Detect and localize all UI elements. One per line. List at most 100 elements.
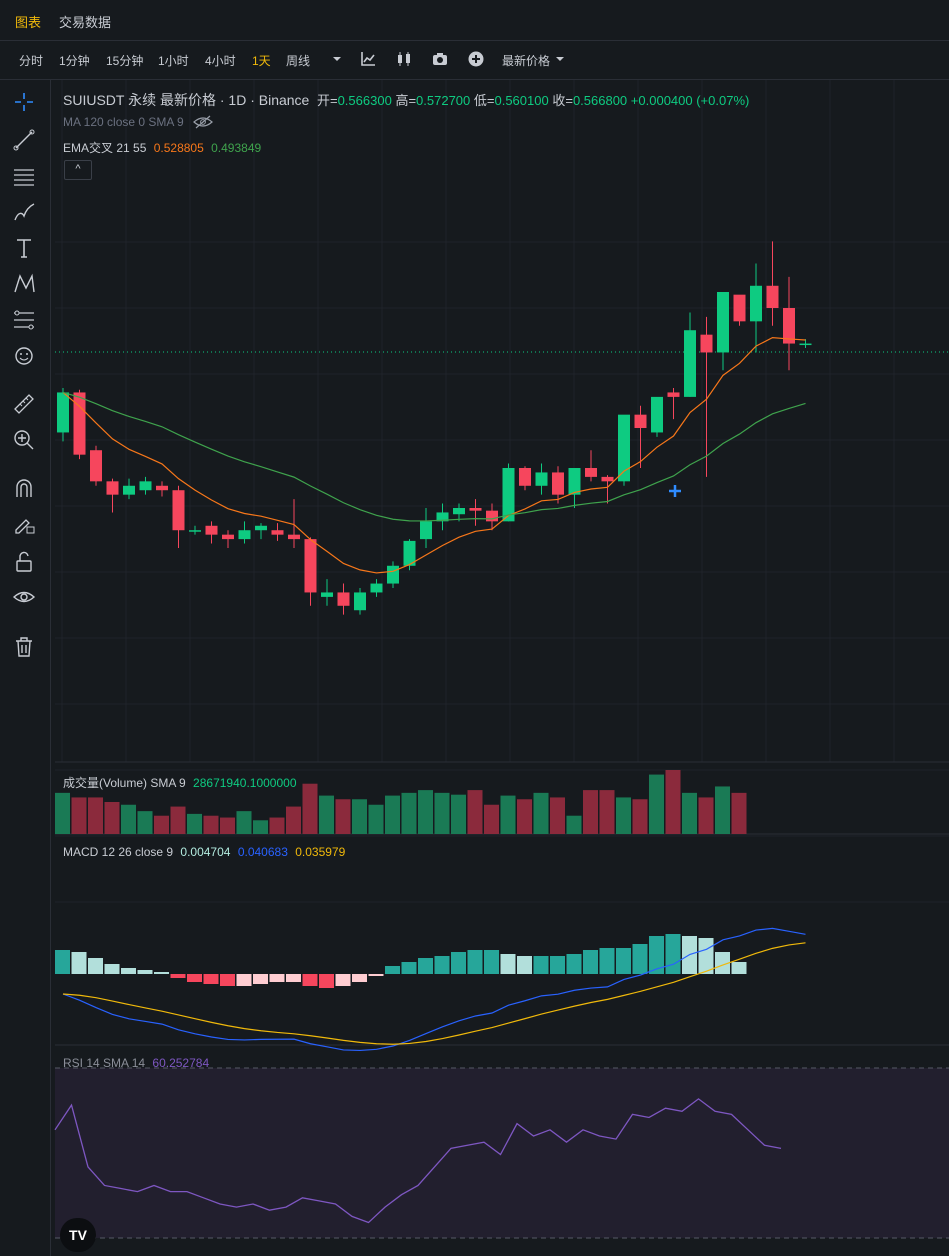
- rsi-legend-value: 60.252784: [152, 1056, 210, 1070]
- rsi-legend: RSI 14 SMA 14 60.252784: [63, 1056, 209, 1070]
- text-icon[interactable]: [12, 236, 36, 260]
- volume-bar: [632, 799, 648, 834]
- candle-body: [156, 485, 168, 491]
- macd-hist-bar: [698, 938, 714, 974]
- volume-bar: [253, 820, 268, 834]
- emoji-icon[interactable]: [12, 344, 36, 368]
- candle-body: [750, 285, 762, 322]
- candle-body: [387, 565, 399, 584]
- macd-hist-bar: [286, 974, 301, 982]
- volume-bar: [715, 786, 730, 834]
- volume-bar: [220, 817, 235, 834]
- macd-hist-bar: [88, 958, 103, 974]
- macd-hist-bar: [451, 952, 466, 974]
- macd-hist-bar: [566, 954, 582, 974]
- unlock-icon[interactable]: [12, 550, 36, 574]
- candle-body: [90, 450, 102, 482]
- macd-hist-bar: [715, 952, 730, 974]
- eye-icon[interactable]: [12, 585, 36, 609]
- signal-value: 0.035979: [295, 845, 346, 859]
- symbol-legend: SUIUSDT 永续 最新价格 · 1D · Binance 开=0.56630…: [63, 90, 749, 110]
- volume-bar: [418, 790, 433, 834]
- candle-body: [172, 490, 185, 531]
- magnet-icon[interactable]: [12, 476, 36, 500]
- hidden-eye-icon[interactable]: [193, 115, 213, 129]
- volume-bar: [187, 813, 202, 834]
- zoom-in-icon[interactable]: [12, 428, 36, 452]
- candle-body: [568, 468, 581, 495]
- indicator-icon[interactable]: [359, 50, 377, 68]
- low-value: 0.560100: [494, 93, 549, 108]
- macd-histogram: [55, 934, 747, 988]
- candle-body: [535, 472, 548, 486]
- timeframe-15m[interactable]: 15分钟: [106, 54, 144, 68]
- macd-hist-bar: [335, 974, 351, 986]
- volume-bar: [566, 815, 582, 834]
- price-type-chevron-icon[interactable]: [551, 50, 569, 68]
- tab-chart[interactable]: 图表: [15, 15, 42, 30]
- macd-hist-bar: [55, 950, 70, 974]
- ema-slow-line: [62, 391, 806, 522]
- candle-body: [700, 334, 713, 353]
- volume-legend: 成交量(Volume) SMA 9 28671940.1000000: [63, 774, 297, 791]
- collapse-legend-button[interactable]: ^: [64, 160, 92, 180]
- camera-icon[interactable]: [431, 50, 449, 68]
- candle-body: [123, 485, 135, 495]
- ruler-icon[interactable]: [12, 392, 36, 416]
- candle-type-icon[interactable]: [395, 50, 413, 68]
- candle-body: [684, 330, 696, 397]
- timeframe-1w[interactable]: 周线: [286, 54, 311, 68]
- candle-body: [733, 294, 746, 322]
- volume-bar: [302, 783, 318, 834]
- timeframe-4h[interactable]: 4小时: [205, 54, 236, 68]
- brush-icon[interactable]: [12, 200, 36, 224]
- macd-hist-bar: [517, 956, 532, 974]
- fib-icon[interactable]: [12, 308, 36, 332]
- timeframe-1h[interactable]: 1小时: [158, 54, 189, 68]
- trend-line-icon[interactable]: [12, 128, 36, 152]
- change-value: +0.000400 (+0.07%): [630, 93, 750, 108]
- macd-hist-bar: [104, 964, 120, 974]
- candle-body: [601, 476, 614, 482]
- crosshair-icon[interactable]: [12, 90, 36, 114]
- timeframe-1d[interactable]: 1天: [252, 54, 271, 68]
- volume-bar: [104, 802, 120, 834]
- timeframe-tick[interactable]: 分时: [19, 54, 44, 68]
- horizontal-lines-icon[interactable]: [12, 164, 36, 188]
- volume-legend-label: 成交量(Volume) SMA 9: [63, 776, 186, 790]
- trash-icon[interactable]: [12, 635, 36, 659]
- ema-fast-value: 0.528805: [153, 141, 204, 155]
- macd-hist-bar: [632, 944, 648, 974]
- macd-hist-bar: [533, 956, 549, 974]
- macd-hist-bar: [500, 954, 516, 974]
- tradingview-logo[interactable]: TV: [60, 1218, 96, 1252]
- candle-body: [799, 343, 812, 346]
- add-icon[interactable]: [467, 50, 485, 68]
- volume-bar: [550, 797, 565, 834]
- candle-body: [618, 414, 630, 482]
- lock-drawing-icon[interactable]: [12, 512, 36, 536]
- macd-hist-bar: [385, 966, 400, 974]
- macd-hist-bar: [599, 948, 615, 974]
- volume-bar: [236, 811, 252, 834]
- candle-body: [469, 508, 482, 511]
- timeframe-1m[interactable]: 1分钟: [59, 54, 90, 68]
- candle-body: [420, 521, 432, 540]
- candle-body: [337, 592, 350, 606]
- volume-bar: [170, 806, 186, 834]
- pattern-icon[interactable]: [12, 272, 36, 296]
- price-type-select[interactable]: 最新价格: [502, 54, 551, 68]
- chevron-down-icon[interactable]: [328, 50, 346, 68]
- candle-body: [73, 392, 86, 455]
- candle-body: [717, 292, 729, 353]
- open-value: 0.566300: [337, 93, 392, 108]
- macd-hist-bar: [137, 970, 153, 974]
- chart-grid: [55, 80, 949, 903]
- candle-body: [651, 396, 663, 433]
- candle-body: [766, 285, 779, 308]
- candle-body: [238, 530, 251, 540]
- macd-hist-bar: [484, 950, 499, 974]
- tab-trading-data[interactable]: 交易数据: [59, 15, 112, 30]
- candles: [57, 241, 812, 615]
